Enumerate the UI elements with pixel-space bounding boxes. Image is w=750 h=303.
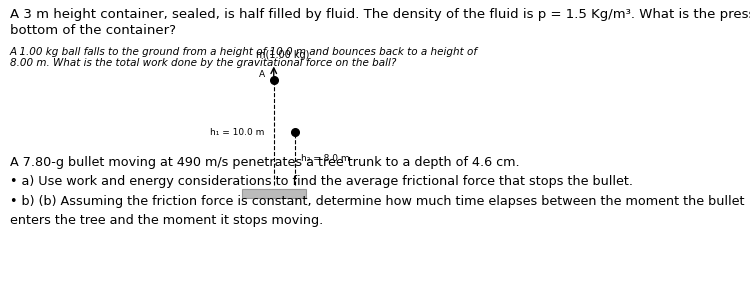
Text: m(1.00 kg): m(1.00 kg): [256, 50, 310, 60]
Text: • a) Use work and energy considerations to find the average frictional force tha: • a) Use work and energy considerations …: [10, 175, 633, 188]
Text: A: A: [259, 70, 265, 79]
Text: A 1.00 kg ball falls to the ground from a height of 10.0 m and bounces back to a: A 1.00 kg ball falls to the ground from …: [10, 47, 478, 57]
Text: h₁ = 10.0 m: h₁ = 10.0 m: [210, 128, 264, 137]
Text: • b) (b) Assuming the friction force is constant, determine how much time elapse: • b) (b) Assuming the friction force is …: [10, 195, 744, 208]
FancyBboxPatch shape: [242, 189, 306, 198]
Text: bottom of the container?: bottom of the container?: [10, 24, 176, 37]
Text: enters the tree and the moment it stops moving.: enters the tree and the moment it stops …: [10, 214, 323, 227]
Text: A 7.80-g bullet moving at 490 m/s penetrates a tree trunk to a depth of 4.6 cm.: A 7.80-g bullet moving at 490 m/s penetr…: [10, 156, 519, 169]
Text: 8.00 m. What is the total work done by the gravitational force on the ball?: 8.00 m. What is the total work done by t…: [10, 58, 396, 68]
Text: h₂ = 8.0 m: h₂ = 8.0 m: [301, 154, 350, 163]
Text: A 3 m height container, sealed, is half filled by fluid. The density of the flui: A 3 m height container, sealed, is half …: [10, 8, 750, 21]
